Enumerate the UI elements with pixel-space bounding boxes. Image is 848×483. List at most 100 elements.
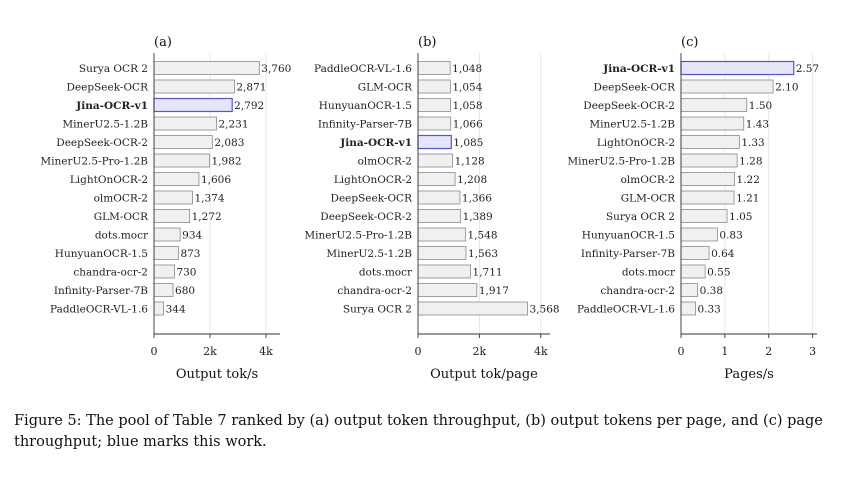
panel-c-category-label: MinerU2.5-Pro-1.2B xyxy=(567,156,675,168)
panel-b-value-label: 1,058 xyxy=(452,100,482,112)
panel-c-category-label: dots.mocr xyxy=(622,267,676,279)
panel-b-category-label: MinerU2.5-Pro-1.2B xyxy=(304,230,412,242)
panel-a-value-label: 873 xyxy=(180,248,200,260)
panel-c-bar xyxy=(680,190,735,205)
panel-a-bar xyxy=(153,209,191,223)
panel-b-category-label: chandra-ocr-2 xyxy=(337,285,412,297)
panel-a-bar xyxy=(153,227,181,242)
panel-c-category-label: olmOCR-2 xyxy=(621,174,675,186)
panel-c-value-label: 0.33 xyxy=(697,304,720,316)
panel-a-x-tick-label: 2k xyxy=(203,345,217,358)
panel-a-value-label: 680 xyxy=(175,285,195,297)
panel-a-bar xyxy=(153,61,260,75)
panel-b-category-label: GLM-OCR xyxy=(358,82,413,94)
panel-a-category-label: dots.mocr xyxy=(95,230,149,242)
panel-b-bar xyxy=(417,190,461,205)
panel-a-category-label: Surya OCR 2 xyxy=(79,63,148,75)
panel-a-value-label: 934 xyxy=(182,230,202,242)
panel-c-value-label: 1.28 xyxy=(739,156,762,168)
panel-b-value-label: 1,548 xyxy=(468,230,498,242)
panel-a-bar xyxy=(153,246,179,260)
panel-c-x-tick-label: 1 xyxy=(721,345,728,358)
panel-a-x-axis-label: Output tok/s xyxy=(176,367,258,382)
panel-b-bar xyxy=(417,79,451,94)
panel-a-bar xyxy=(153,283,174,297)
panel-b-x-tick-label: 4k xyxy=(534,345,548,358)
panel-c-category-label: GLM-OCR xyxy=(621,193,676,205)
panel-a-category-label: Infinity-Parser-7B xyxy=(54,285,148,297)
panel-c-x-tick-label: 3 xyxy=(809,345,816,358)
figure-caption: Figure 5: The pool of Table 7 ranked by … xyxy=(14,413,823,450)
panel-b-bar xyxy=(417,116,452,131)
panel-b-bar xyxy=(417,301,528,316)
panel-a-category-label: DeepSeek-OCR xyxy=(67,82,150,94)
panel-c-value-label: 1.33 xyxy=(741,137,764,149)
panel-a-value-label: 730 xyxy=(176,267,196,279)
panel-c-bar xyxy=(680,79,774,94)
panel-c-bar xyxy=(680,227,718,242)
panel-c-bar xyxy=(680,135,740,149)
panel-b-value-label: 1,366 xyxy=(462,193,492,205)
panel-c-value-label: 0.38 xyxy=(700,285,723,297)
panel-c-category-label: MinerU2.5-1.2B xyxy=(589,119,675,131)
panel-c-value-label: 0.83 xyxy=(719,230,742,242)
panel-c-bar xyxy=(680,116,745,131)
panel-b-category-label: MinerU2.5-1.2B xyxy=(326,248,412,260)
panel-b-label: (b) xyxy=(418,35,436,50)
panel-b-value-label: 1,389 xyxy=(463,211,493,223)
panel-b-category-label: olmOCR-2 xyxy=(358,156,412,168)
panel-c-x-tick-label: 2 xyxy=(765,345,772,358)
panel-c-value-label: 2.10 xyxy=(775,82,798,94)
panel-b-category-label: PaddleOCR-VL-1.6 xyxy=(314,63,412,75)
panel-b-category-label: LightOnOCR-2 xyxy=(334,174,412,186)
panel-a-value-label: 3,760 xyxy=(261,63,291,75)
figure-charts: 3,760 Surya OCR 2 2,871 DeepSeek-OCR 2,792 Ji… xyxy=(40,35,819,382)
panel-c-bar xyxy=(680,60,795,76)
panel-c-bar xyxy=(680,283,699,297)
panel-a-category-label: PaddleOCR-VL-1.6 xyxy=(50,304,148,316)
panel-b-category-label: DeepSeek-OCR xyxy=(331,193,414,205)
panel-a-label: (a) xyxy=(154,35,172,50)
panel-a-value-label: 2,871 xyxy=(236,82,266,94)
panel-b-value-label: 1,054 xyxy=(452,82,482,94)
panel-a-x-tick-label: 0 xyxy=(151,345,158,358)
panel-c-bar xyxy=(680,153,738,168)
panel-b-value-label: 1,048 xyxy=(452,63,482,75)
panel-b-bar xyxy=(417,134,452,150)
panel-b-value-label: 1,208 xyxy=(457,174,487,186)
panel-c-value-label: 1.22 xyxy=(737,174,760,186)
panel-c-category-label: DeepSeek-OCR xyxy=(594,82,677,94)
panel-c-bar xyxy=(680,301,696,316)
panel-a-x-tick-label: 4k xyxy=(259,345,273,358)
panel-c-x-tick-label: 0 xyxy=(678,345,685,358)
panel-b-category-label: HunyuanOCR-1.5 xyxy=(319,100,412,112)
panel-b-bar xyxy=(417,172,456,186)
panel-a-bar xyxy=(153,97,233,113)
panel-c-value-label: 1.05 xyxy=(729,211,752,223)
panel-c-value-label: 0.64 xyxy=(711,248,735,260)
panel-b-value-label: 1,085 xyxy=(453,137,483,149)
panel-c-value-label: 1.50 xyxy=(749,100,772,112)
panel-c-value-label: 2.57 xyxy=(796,63,819,75)
panel-a-category-label: LightOnOCR-2 xyxy=(70,174,148,186)
panel-c-value-label: 1.43 xyxy=(746,119,769,131)
panel-c-category-label: Jina-OCR-v1 xyxy=(602,63,675,75)
panel-a-value-label: 1,374 xyxy=(194,193,224,205)
panel-b-bar xyxy=(417,283,478,297)
panel-a-category-label: HunyuanOCR-1.5 xyxy=(55,248,148,260)
panel-b-category-label: Surya OCR 2 xyxy=(343,304,412,316)
panel-a-bar xyxy=(153,135,213,149)
panel-c-category-label: DeepSeek-OCR-2 xyxy=(583,100,675,112)
panel-b-value-label: 1,128 xyxy=(455,156,485,168)
panel-b-value-label: 1,711 xyxy=(473,267,503,279)
panel-a-value-label: 1,982 xyxy=(211,156,241,168)
panel-b-x-tick-label: 2k xyxy=(473,345,487,358)
panel-c-value-label: 1.21 xyxy=(736,193,759,205)
panel-a-category-label: chandra-ocr-2 xyxy=(73,267,148,279)
panel-c-category-label: Surya OCR 2 xyxy=(606,211,675,223)
panel-a-value-label: 344 xyxy=(166,304,186,316)
panel-b-category-label: Jina-OCR-v1 xyxy=(339,137,412,149)
panel-b-value-label: 1,066 xyxy=(453,119,483,131)
panel-c-bar xyxy=(680,172,735,186)
panel-a-value-label: 1,272 xyxy=(192,211,222,223)
